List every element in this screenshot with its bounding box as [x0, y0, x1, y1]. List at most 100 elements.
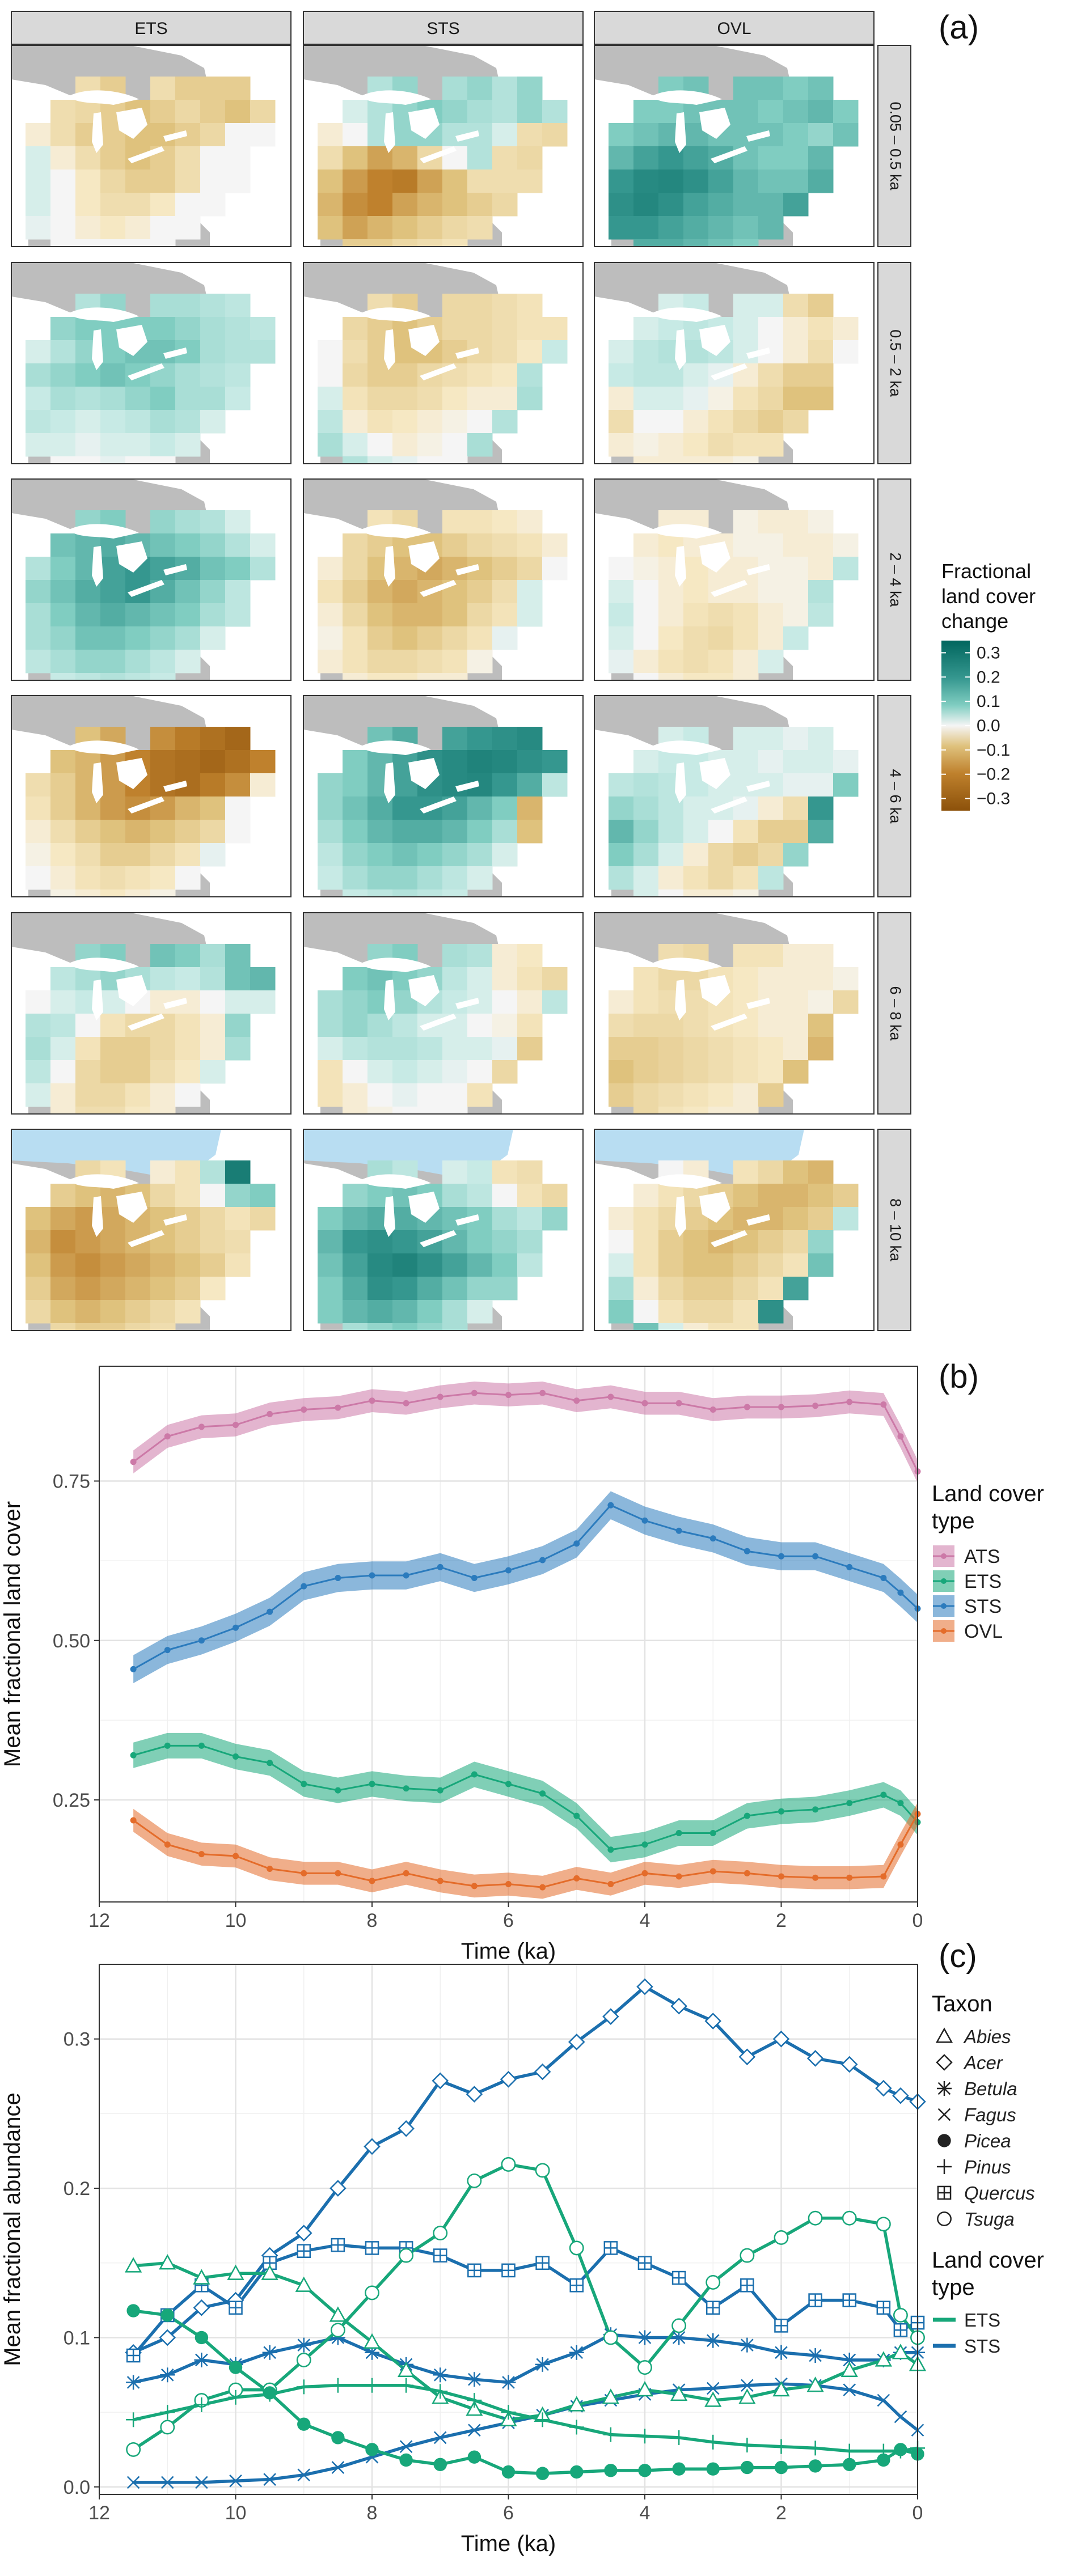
legend-c-taxon-key	[936, 2054, 953, 2071]
data-point-ets-picea	[297, 2417, 311, 2431]
map-cell	[633, 673, 659, 680]
data-point-sts-acer	[772, 2030, 790, 2048]
map-cell	[708, 1253, 734, 1277]
map-cell	[200, 1060, 226, 1084]
plot-border	[99, 1366, 918, 1903]
lake-huron	[116, 108, 147, 139]
map-cell	[783, 510, 809, 534]
map-cell	[517, 820, 543, 844]
map-cell	[367, 433, 393, 457]
facet-row-label: 6 – 8 ka	[887, 986, 904, 1041]
map-cell	[542, 123, 568, 147]
y-tick-label: 0.75	[53, 1471, 90, 1493]
map-panel-3-1	[303, 695, 584, 897]
map-cell	[50, 889, 76, 897]
map-cell	[492, 170, 518, 193]
map-cell	[517, 750, 543, 774]
data-point-ets-abies	[398, 2361, 415, 2378]
data-point-sts-quercus	[671, 2270, 686, 2285]
map-cell	[467, 510, 493, 534]
data-point-ets-tsuga	[876, 2217, 891, 2232]
panel-label-c: (c)	[939, 1938, 977, 1975]
data-point-ets-abies	[363, 2333, 381, 2349]
data-point-ets-tsuga	[467, 2173, 482, 2188]
map-cell	[492, 1184, 518, 1208]
map-cell	[250, 557, 276, 581]
map-cell	[542, 750, 568, 774]
map-border	[303, 695, 584, 897]
map-cell	[392, 1060, 418, 1084]
data-point-sts-quercus	[706, 2300, 720, 2315]
map-cell	[609, 340, 634, 364]
x-tick-label: 10	[225, 2502, 247, 2524]
map-cell	[783, 843, 809, 867]
map-cell	[442, 1277, 468, 1300]
map-cell	[26, 1014, 51, 1037]
map-cell	[517, 1184, 543, 1208]
map-cell	[609, 1083, 634, 1107]
data-point-sts-acer	[500, 2071, 517, 2088]
map-cell	[733, 866, 759, 890]
map-border	[11, 695, 292, 897]
map-cell	[225, 557, 251, 581]
lake-superior	[360, 524, 431, 539]
map-cell	[808, 944, 834, 968]
map-cell	[26, 363, 51, 387]
map-cell	[343, 1323, 368, 1331]
map-cell	[417, 1323, 443, 1331]
map-cell	[633, 1107, 659, 1114]
map-cell	[492, 294, 518, 317]
x-axis-label: Time (ka)	[461, 1939, 556, 1964]
lake-superior	[651, 307, 722, 322]
map-panel-4-2	[594, 912, 875, 1115]
map-cell	[609, 990, 634, 1014]
map-cell	[50, 580, 76, 604]
map-cell	[783, 1037, 809, 1061]
map-cell	[542, 773, 568, 797]
map-cell	[318, 843, 343, 867]
map-cell	[708, 820, 734, 844]
data-point-ovl	[233, 1853, 239, 1859]
data-point-ets-abies	[704, 2391, 722, 2407]
data-point-sts	[164, 1647, 171, 1654]
map-cell	[733, 1083, 759, 1107]
map-cell	[467, 317, 493, 341]
data-point-ovl	[607, 1881, 614, 1887]
map-cell	[175, 193, 201, 217]
map-cell	[783, 1230, 809, 1254]
map-cell	[100, 1300, 126, 1324]
map-cell	[50, 1207, 76, 1231]
facet-row-label: 4 – 6 ka	[887, 769, 904, 824]
map-cell	[392, 889, 418, 897]
map-cell	[683, 626, 709, 650]
data-point-sts	[744, 1548, 750, 1554]
map-cell	[26, 123, 51, 147]
map-cell	[392, 456, 418, 464]
map-cell	[683, 1083, 709, 1107]
map-cell	[683, 650, 709, 673]
ribbon-sts	[133, 1491, 918, 1684]
map-cell	[392, 1014, 418, 1037]
data-point-ats	[880, 1401, 887, 1408]
map-cell	[417, 650, 443, 673]
data-point-ets-abies	[806, 2376, 824, 2392]
map-cell	[75, 410, 101, 434]
map-cell	[633, 580, 659, 604]
map-cell	[683, 673, 709, 680]
map-cell	[367, 843, 393, 867]
map-cell	[492, 1253, 518, 1277]
map-cell	[392, 820, 418, 844]
map-cell	[492, 557, 518, 581]
map-cell	[318, 1253, 343, 1277]
data-point-sts-betula	[160, 2367, 175, 2383]
map-cell	[125, 843, 151, 867]
map-cell	[758, 1083, 784, 1107]
map-cell	[733, 1184, 759, 1208]
map-cell	[150, 1160, 176, 1184]
map-cell	[808, 967, 834, 991]
map-cell	[26, 990, 51, 1014]
data-point-ets-tsuga	[160, 2420, 175, 2435]
map-cell	[808, 170, 834, 193]
lake-erie	[420, 363, 457, 380]
legend-c-taxon-label: Quercus	[964, 2183, 1035, 2204]
